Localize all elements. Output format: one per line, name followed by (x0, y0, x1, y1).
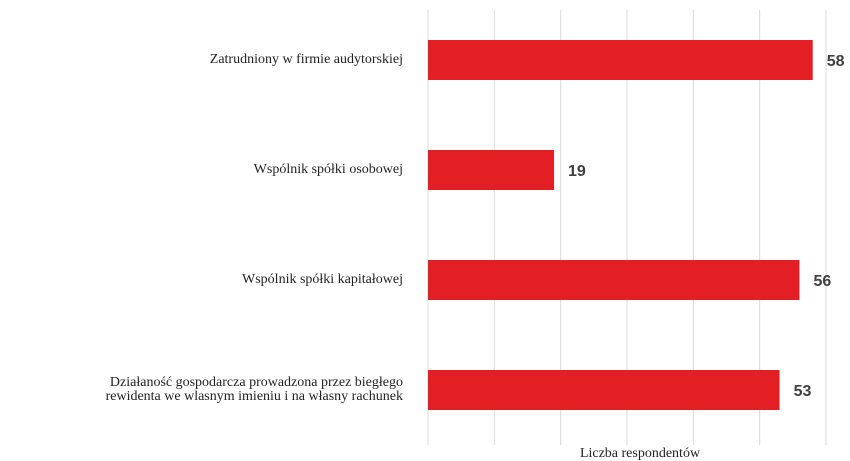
category-label: Wspólnik spółki kapitałowej (242, 272, 403, 287)
bar (428, 370, 780, 410)
category-label: Zatrudniony w firmie audytorskiej (209, 52, 403, 67)
value-label: 56 (813, 273, 831, 290)
category-label: Działaność gospodarcza prowadzona przez … (105, 375, 403, 404)
value-label: 19 (568, 163, 586, 180)
value-label: 53 (794, 383, 812, 400)
bar (428, 260, 800, 300)
x-axis-title: Liczba respondentów (580, 446, 701, 461)
bar (428, 150, 555, 190)
category-label: Wspólnik spółki osobowej (253, 162, 403, 177)
value-label: 58 (827, 53, 845, 70)
bar (428, 40, 813, 80)
